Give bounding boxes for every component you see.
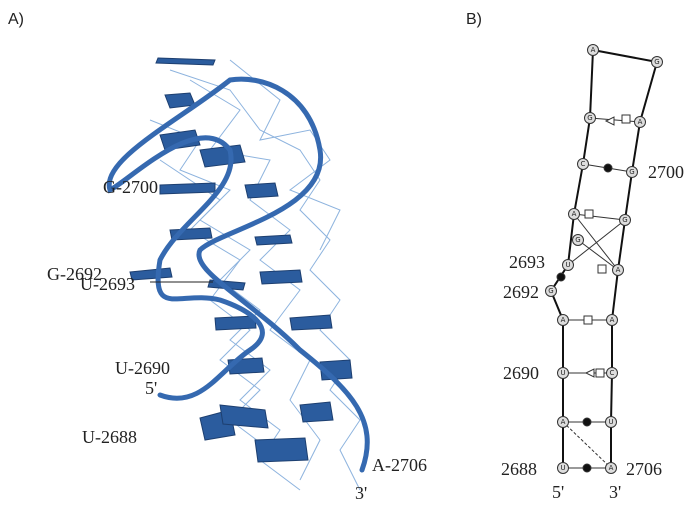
nucleotide-label: A <box>561 418 566 426</box>
panel-label: B) <box>466 11 482 28</box>
nucleotide-node <box>562 259 574 271</box>
nucleotide-label: G <box>548 287 553 295</box>
nucleotide-label: A <box>610 316 615 324</box>
annotation: 2690 <box>503 363 539 383</box>
nucleotide-label: G <box>654 58 659 66</box>
nucleotide-node <box>557 416 569 428</box>
annotation: 2693 <box>509 252 545 272</box>
annotation: 2692 <box>503 282 539 302</box>
annotation: U-2688 <box>82 427 137 447</box>
nucleotide-node <box>557 367 569 379</box>
annotation: G-2692 <box>47 264 102 284</box>
nucleotide-node <box>605 416 617 428</box>
nucleotide-node <box>612 264 624 276</box>
nucleotide-label: U <box>560 464 565 472</box>
base-pairs <box>556 114 641 473</box>
nucleotide-label: A <box>572 210 577 218</box>
nucleotide-label: G <box>587 114 592 122</box>
bases <box>129 57 353 463</box>
nucleotide-node <box>557 314 569 326</box>
annotation: 3' <box>355 483 367 503</box>
nucleotide-node <box>587 44 599 56</box>
backbone-ribbon <box>106 76 370 473</box>
nucleotide-label: G <box>629 168 634 176</box>
annotation: 5' <box>552 482 564 502</box>
nucleotide-node <box>634 116 646 128</box>
annotation: U-2693 <box>80 274 135 294</box>
annotation: 2700 <box>648 162 684 182</box>
nucleotide-label: U <box>560 369 565 377</box>
nucleotide-label: A <box>638 118 643 126</box>
nucleotide-node <box>584 112 596 124</box>
nucleotide-label: U <box>608 418 613 426</box>
nucleotide-node <box>557 462 569 474</box>
nucleotide-label: C <box>610 369 615 377</box>
nucleotide-label: G <box>575 236 580 244</box>
nucleotide-node <box>572 234 584 246</box>
nucleotide-label: G <box>622 216 627 224</box>
nucleotide-label: A <box>591 46 596 54</box>
panel-label: A) <box>8 11 24 28</box>
nucleotide-label: C <box>581 160 586 168</box>
nucleotide-label: A <box>609 464 614 472</box>
nucleotide-node <box>606 367 618 379</box>
annotation: A-2706 <box>372 455 427 475</box>
annotation: 2688 <box>501 459 537 479</box>
nucleotide-node <box>626 166 638 178</box>
annotation: U-2690 <box>115 358 170 378</box>
annotation: 3' <box>609 482 621 502</box>
nucleotide-node <box>605 462 617 474</box>
nucleotide-node <box>545 285 557 297</box>
annotation: 5' <box>145 378 157 398</box>
nucleotide-label: A <box>561 316 566 324</box>
nucleotide-label: U <box>565 261 570 269</box>
nucleotide-node <box>606 314 618 326</box>
nucleotide-label: A <box>616 266 621 274</box>
annotation: 2706 <box>626 459 662 479</box>
nucleotide-node <box>568 208 580 220</box>
nucleotide-node <box>577 158 589 170</box>
nucleotide-node <box>619 214 631 226</box>
annotation: G-2700 <box>103 177 158 197</box>
nucleotide-node <box>651 56 663 68</box>
